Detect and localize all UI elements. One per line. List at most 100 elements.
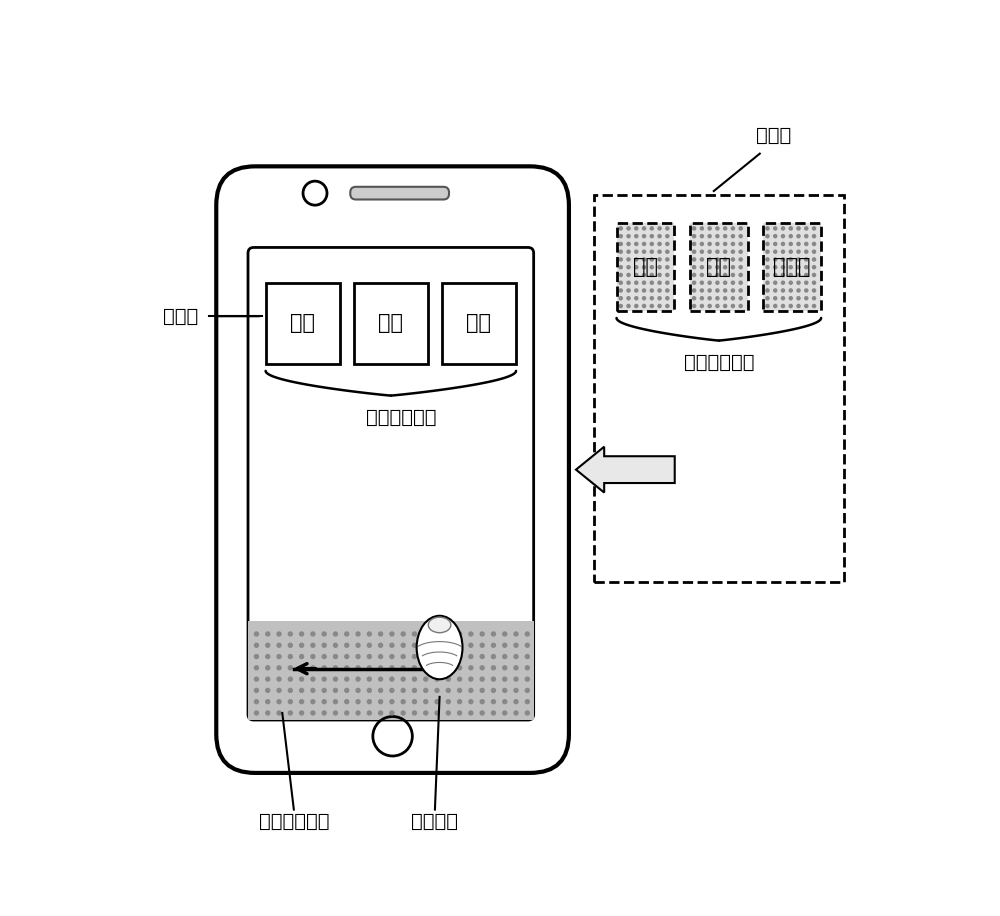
Bar — [617, 223, 674, 311]
Circle shape — [774, 266, 777, 268]
Circle shape — [812, 289, 816, 292]
Circle shape — [789, 304, 792, 308]
Circle shape — [666, 243, 669, 245]
Circle shape — [627, 273, 630, 277]
Circle shape — [693, 273, 696, 277]
Circle shape — [708, 273, 711, 277]
Bar — [266, 283, 340, 364]
Circle shape — [525, 677, 529, 682]
Circle shape — [322, 643, 326, 648]
Circle shape — [311, 643, 315, 648]
Circle shape — [805, 273, 808, 277]
FancyBboxPatch shape — [216, 167, 569, 773]
Circle shape — [491, 666, 495, 670]
Circle shape — [266, 666, 270, 670]
Circle shape — [700, 266, 703, 268]
Circle shape — [708, 227, 711, 230]
Circle shape — [781, 281, 785, 284]
Circle shape — [693, 266, 696, 268]
Circle shape — [514, 632, 518, 636]
Circle shape — [480, 677, 484, 682]
Circle shape — [469, 700, 473, 703]
Circle shape — [635, 258, 638, 261]
Circle shape — [781, 273, 785, 277]
Circle shape — [708, 266, 711, 268]
Circle shape — [446, 689, 450, 692]
Bar — [442, 283, 516, 364]
Circle shape — [469, 677, 473, 682]
Circle shape — [491, 700, 495, 703]
Bar — [594, 194, 844, 583]
Circle shape — [642, 250, 646, 253]
Circle shape — [693, 250, 696, 253]
Circle shape — [658, 273, 661, 277]
Circle shape — [525, 632, 529, 636]
Circle shape — [356, 632, 360, 636]
Circle shape — [700, 243, 703, 245]
Circle shape — [446, 700, 450, 703]
Circle shape — [708, 243, 711, 245]
Circle shape — [619, 227, 622, 230]
Circle shape — [277, 677, 281, 682]
Circle shape — [781, 266, 785, 268]
Circle shape — [356, 643, 360, 648]
Circle shape — [658, 258, 661, 261]
Circle shape — [300, 689, 304, 692]
Circle shape — [693, 289, 696, 292]
Circle shape — [266, 632, 270, 636]
Circle shape — [491, 711, 495, 715]
Circle shape — [424, 689, 428, 692]
FancyArrow shape — [576, 447, 675, 493]
Circle shape — [797, 304, 800, 308]
Circle shape — [716, 250, 719, 253]
Circle shape — [812, 243, 816, 245]
Circle shape — [805, 297, 808, 300]
Circle shape — [503, 711, 507, 715]
Circle shape — [666, 234, 669, 238]
Circle shape — [300, 711, 304, 715]
Circle shape — [797, 258, 800, 261]
Circle shape — [412, 655, 416, 659]
Circle shape — [650, 281, 653, 284]
Circle shape — [401, 711, 405, 715]
Circle shape — [708, 289, 711, 292]
Circle shape — [789, 289, 792, 292]
Bar — [690, 223, 748, 311]
Circle shape — [424, 666, 428, 670]
Circle shape — [766, 243, 769, 245]
Circle shape — [731, 227, 734, 230]
Circle shape — [700, 281, 703, 284]
Circle shape — [367, 655, 371, 659]
Circle shape — [619, 281, 622, 284]
Circle shape — [491, 643, 495, 648]
Circle shape — [642, 304, 646, 308]
Circle shape — [345, 689, 349, 692]
Circle shape — [731, 289, 734, 292]
Circle shape — [277, 632, 281, 636]
Circle shape — [812, 297, 816, 300]
Circle shape — [716, 273, 719, 277]
Text: 日历: 日历 — [290, 313, 315, 333]
Circle shape — [356, 689, 360, 692]
Circle shape — [774, 289, 777, 292]
Circle shape — [700, 297, 703, 300]
Circle shape — [812, 227, 816, 230]
Circle shape — [805, 243, 808, 245]
Circle shape — [635, 234, 638, 238]
Circle shape — [650, 289, 653, 292]
Circle shape — [739, 250, 742, 253]
Circle shape — [693, 243, 696, 245]
Circle shape — [300, 643, 304, 648]
Circle shape — [635, 281, 638, 284]
Circle shape — [446, 643, 450, 648]
Circle shape — [514, 666, 518, 670]
Circle shape — [666, 297, 669, 300]
Circle shape — [635, 243, 638, 245]
Circle shape — [627, 258, 630, 261]
Circle shape — [724, 227, 727, 230]
Circle shape — [412, 700, 416, 703]
Circle shape — [525, 666, 529, 670]
Circle shape — [635, 250, 638, 253]
Circle shape — [724, 297, 727, 300]
Circle shape — [503, 643, 507, 648]
